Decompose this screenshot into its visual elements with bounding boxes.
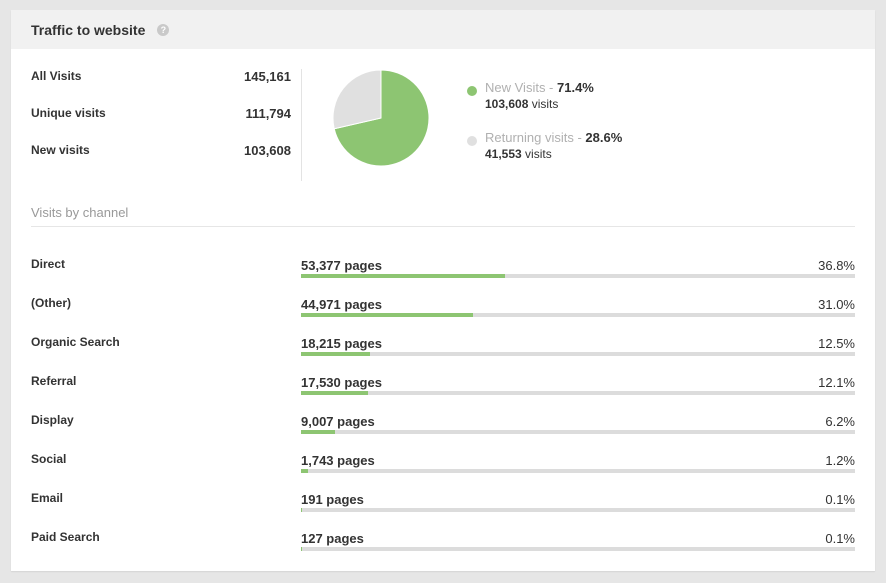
- stat-row-unique-visits: Unique visits 111,794: [31, 106, 291, 126]
- progress-fill: [301, 274, 505, 278]
- progress-fill: [301, 508, 302, 512]
- channel-name: (Other): [31, 296, 71, 310]
- stat-row-all-visits: All Visits 145,161: [31, 69, 291, 89]
- channel-name: Referral: [31, 374, 77, 388]
- progress-fill: [301, 547, 302, 551]
- channel-pages: 44,971 pages: [301, 297, 382, 312]
- progress-track: [301, 391, 855, 395]
- channel-name: Direct: [31, 257, 66, 271]
- stat-label: All Visits: [31, 69, 82, 83]
- progress-fill: [301, 313, 473, 317]
- channel-percent: 0.1%: [825, 531, 855, 546]
- channel-percent: 12.1%: [818, 375, 855, 390]
- channel-name: Display: [31, 413, 74, 427]
- legend-count-unit: visits: [521, 147, 552, 161]
- legend-count-value: 41,553: [485, 147, 522, 161]
- channel-pages: 17,530 pages: [301, 375, 382, 390]
- progress-track: [301, 274, 855, 278]
- pie-slice-returning-visits[interactable]: [332, 69, 382, 130]
- channel-pages: 191 pages: [301, 492, 364, 507]
- legend-label: Returning visits -: [485, 130, 586, 145]
- progress-track: [301, 547, 855, 551]
- legend-count: 103,608 visits: [485, 97, 558, 111]
- progress-track: [301, 352, 855, 356]
- stat-value: 111,794: [245, 106, 291, 121]
- channel-percent: 0.1%: [825, 492, 855, 507]
- channel-percent: 6.2%: [825, 414, 855, 429]
- pie-slice-new-visits[interactable]: [333, 69, 430, 167]
- section-title-visits-by-channel: Visits by channel: [31, 205, 855, 227]
- channel-row-paid-search: Paid Search 127 pages 0.1%: [31, 530, 855, 560]
- channel-pages: 18,215 pages: [301, 336, 382, 351]
- progress-track: [301, 508, 855, 512]
- channel-name: Organic Search: [31, 335, 120, 349]
- channel-row-referral: Referral 17,530 pages 12.1%: [31, 374, 855, 404]
- help-icon[interactable]: ?: [157, 23, 170, 36]
- legend-line: New Visits - 71.4%: [485, 80, 594, 95]
- progress-track: [301, 430, 855, 434]
- channel-name: Email: [31, 491, 64, 505]
- stat-label: New visits: [31, 143, 90, 157]
- legend-count-unit: visits: [528, 97, 559, 111]
- channel-percent: 31.0%: [818, 297, 855, 312]
- progress-track: [301, 469, 855, 473]
- channel-row-organic-search: Organic Search 18,215 pages 12.5%: [31, 335, 855, 365]
- channel-row-social: Social 1,743 pages 1.2%: [31, 452, 855, 482]
- legend-percent: 28.6%: [585, 130, 623, 145]
- progress-fill: [301, 352, 371, 356]
- channel-percent: 36.8%: [818, 258, 855, 273]
- progress-track: [301, 313, 855, 317]
- channel-pages: 9,007 pages: [301, 414, 375, 429]
- legend-dot-returning: [467, 136, 477, 146]
- pie-svg: [332, 69, 430, 167]
- channel-percent: 12.5%: [818, 336, 855, 351]
- progress-fill: [301, 430, 336, 434]
- stat-value: 103,608: [244, 143, 291, 158]
- visits-pie-chart: [331, 68, 431, 168]
- channel-name: Paid Search: [31, 530, 100, 544]
- legend-count-value: 103,608: [485, 97, 529, 111]
- channel-name: Social: [31, 452, 67, 466]
- stat-value: 145,161: [244, 69, 291, 84]
- legend-percent: 71.4%: [557, 80, 594, 95]
- stat-label: Unique visits: [31, 106, 106, 120]
- channel-row-display: Display 9,007 pages 6.2%: [31, 413, 855, 443]
- channel-row-email: Email 191 pages 0.1%: [31, 491, 855, 521]
- card-title: Traffic to website: [31, 21, 146, 38]
- traffic-card: Traffic to website ? All Visits 145,161 …: [11, 10, 875, 571]
- legend-line: Returning visits - 28.6%: [485, 130, 622, 145]
- channel-pages: 127 pages: [301, 531, 364, 546]
- progress-fill: [301, 391, 369, 395]
- channel-pages: 53,377 pages: [301, 258, 382, 273]
- stat-row-new-visits: New visits 103,608: [31, 143, 291, 163]
- channel-row-direct: Direct 53,377 pages 36.8%: [31, 257, 855, 287]
- legend-label: New Visits -: [485, 80, 557, 95]
- channel-row-other: (Other) 44,971 pages 31.0%: [31, 296, 855, 326]
- legend-count: 41,553 visits: [485, 147, 552, 161]
- legend-dot-new: [467, 86, 477, 96]
- summary-divider: [301, 69, 302, 181]
- progress-fill: [301, 469, 308, 473]
- card-header: Traffic to website ?: [11, 10, 875, 49]
- channel-percent: 1.2%: [825, 453, 855, 468]
- channel-pages: 1,743 pages: [301, 453, 375, 468]
